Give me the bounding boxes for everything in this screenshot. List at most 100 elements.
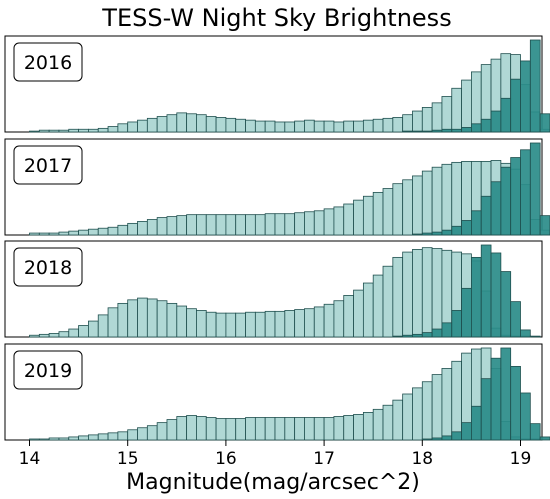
all-nights-bar	[88, 228, 99, 236]
selected-nights-bar	[529, 335, 541, 338]
selected-nights-bar	[529, 423, 541, 441]
selected-nights-bar	[402, 130, 413, 133]
all-nights-bar	[107, 307, 119, 338]
all-nights-bar	[412, 110, 423, 133]
x-tick-label: 17	[313, 449, 335, 469]
all-nights-bar	[196, 214, 207, 236]
all-nights-bar	[127, 429, 138, 441]
all-nights-bar	[353, 414, 364, 441]
all-nights-bar	[333, 300, 345, 338]
all-nights-bar	[451, 161, 462, 236]
all-nights-bar	[333, 206, 345, 236]
all-nights-bar	[412, 387, 423, 441]
all-nights-bar	[343, 415, 354, 441]
selected-nights-bar	[470, 123, 482, 133]
all-nights-bar	[146, 298, 158, 338]
all-nights-bar	[353, 120, 364, 133]
all-nights-bar	[29, 334, 40, 338]
selected-nights-bar	[520, 60, 531, 133]
all-nights-bar	[205, 417, 217, 441]
selected-nights-bar	[461, 127, 472, 133]
all-nights-bar	[294, 417, 305, 441]
selected-nights-bar	[421, 438, 433, 441]
year-label: 2017	[24, 155, 72, 177]
selected-nights-bar	[451, 431, 462, 441]
selected-nights-bar	[461, 422, 472, 441]
all-nights-bar	[225, 214, 237, 236]
selected-nights-bar	[539, 113, 550, 133]
all-nights-bar	[107, 432, 119, 441]
all-nights-bar	[372, 191, 384, 236]
all-nights-bar	[392, 399, 404, 441]
all-nights-bar	[323, 417, 335, 441]
all-nights-bar	[245, 119, 256, 133]
selected-nights-bar	[441, 435, 453, 441]
all-nights-bar	[294, 120, 305, 133]
selected-nights-bar	[510, 78, 521, 133]
all-nights-bar	[245, 311, 256, 338]
all-nights-bar	[451, 360, 462, 441]
selected-nights-bar	[402, 334, 413, 338]
chart-title: TESS-W Night Sky Brightness	[101, 4, 451, 32]
all-nights-bar	[254, 417, 266, 441]
all-nights-bar	[441, 368, 453, 441]
all-nights-bar	[254, 120, 266, 133]
all-nights-bar	[196, 416, 207, 441]
all-nights-bar	[323, 303, 335, 338]
all-nights-bar	[48, 333, 60, 338]
year-label: 2016	[24, 52, 72, 74]
selected-nights-bar	[510, 157, 521, 236]
panel-2019: 2019	[4, 343, 550, 441]
all-nights-bar	[58, 437, 70, 441]
selected-nights-bar	[490, 110, 502, 133]
selected-nights-bar	[490, 181, 502, 236]
selected-nights-bar	[520, 149, 531, 236]
all-nights-bar	[431, 374, 443, 441]
panel-2016: 2016	[4, 35, 550, 133]
selected-nights-bar	[480, 195, 492, 236]
selected-nights-bar	[451, 310, 462, 338]
all-nights-bar	[362, 411, 374, 441]
selected-nights-bar	[461, 220, 472, 236]
all-nights-bar	[225, 312, 237, 338]
all-nights-bar	[97, 314, 109, 338]
all-nights-bar	[166, 419, 178, 441]
all-nights-bar	[205, 214, 217, 236]
all-nights-bar	[68, 128, 79, 133]
selected-nights-bar	[461, 287, 472, 338]
all-nights-bar	[402, 114, 413, 133]
all-nights-bar	[362, 195, 374, 236]
all-nights-bar	[176, 215, 188, 236]
all-nights-bar	[402, 251, 413, 338]
all-nights-bar	[412, 249, 423, 338]
all-nights-bar	[441, 96, 453, 133]
all-nights-bar	[304, 417, 315, 441]
selected-nights-bar	[392, 335, 404, 338]
all-nights-bar	[58, 331, 70, 338]
all-nights-bar	[402, 179, 413, 236]
all-nights-bar	[137, 297, 148, 338]
all-nights-bar	[58, 231, 70, 236]
all-nights-bar	[421, 381, 433, 441]
selected-nights-bar	[520, 392, 531, 441]
selected-nights-bar	[431, 129, 443, 133]
selected-nights-bar	[490, 252, 502, 338]
all-nights-bar	[38, 438, 50, 441]
all-nights-bar	[97, 433, 109, 441]
all-nights-bar	[382, 117, 394, 133]
all-nights-bar	[264, 417, 276, 441]
all-nights-bar	[58, 129, 70, 133]
all-nights-bar	[107, 126, 119, 133]
all-nights-bar	[48, 437, 60, 441]
all-nights-bar	[362, 119, 374, 133]
all-nights-bar	[38, 232, 50, 236]
all-nights-bar	[215, 117, 227, 133]
selected-nights-bar	[412, 233, 423, 236]
all-nights-bar	[117, 224, 129, 236]
all-nights-bar	[382, 265, 394, 338]
selected-nights-bar	[480, 378, 492, 441]
all-nights-bar	[68, 230, 79, 236]
all-nights-bar	[402, 393, 413, 441]
all-nights-bar	[186, 415, 197, 441]
all-nights-bar	[78, 229, 89, 236]
